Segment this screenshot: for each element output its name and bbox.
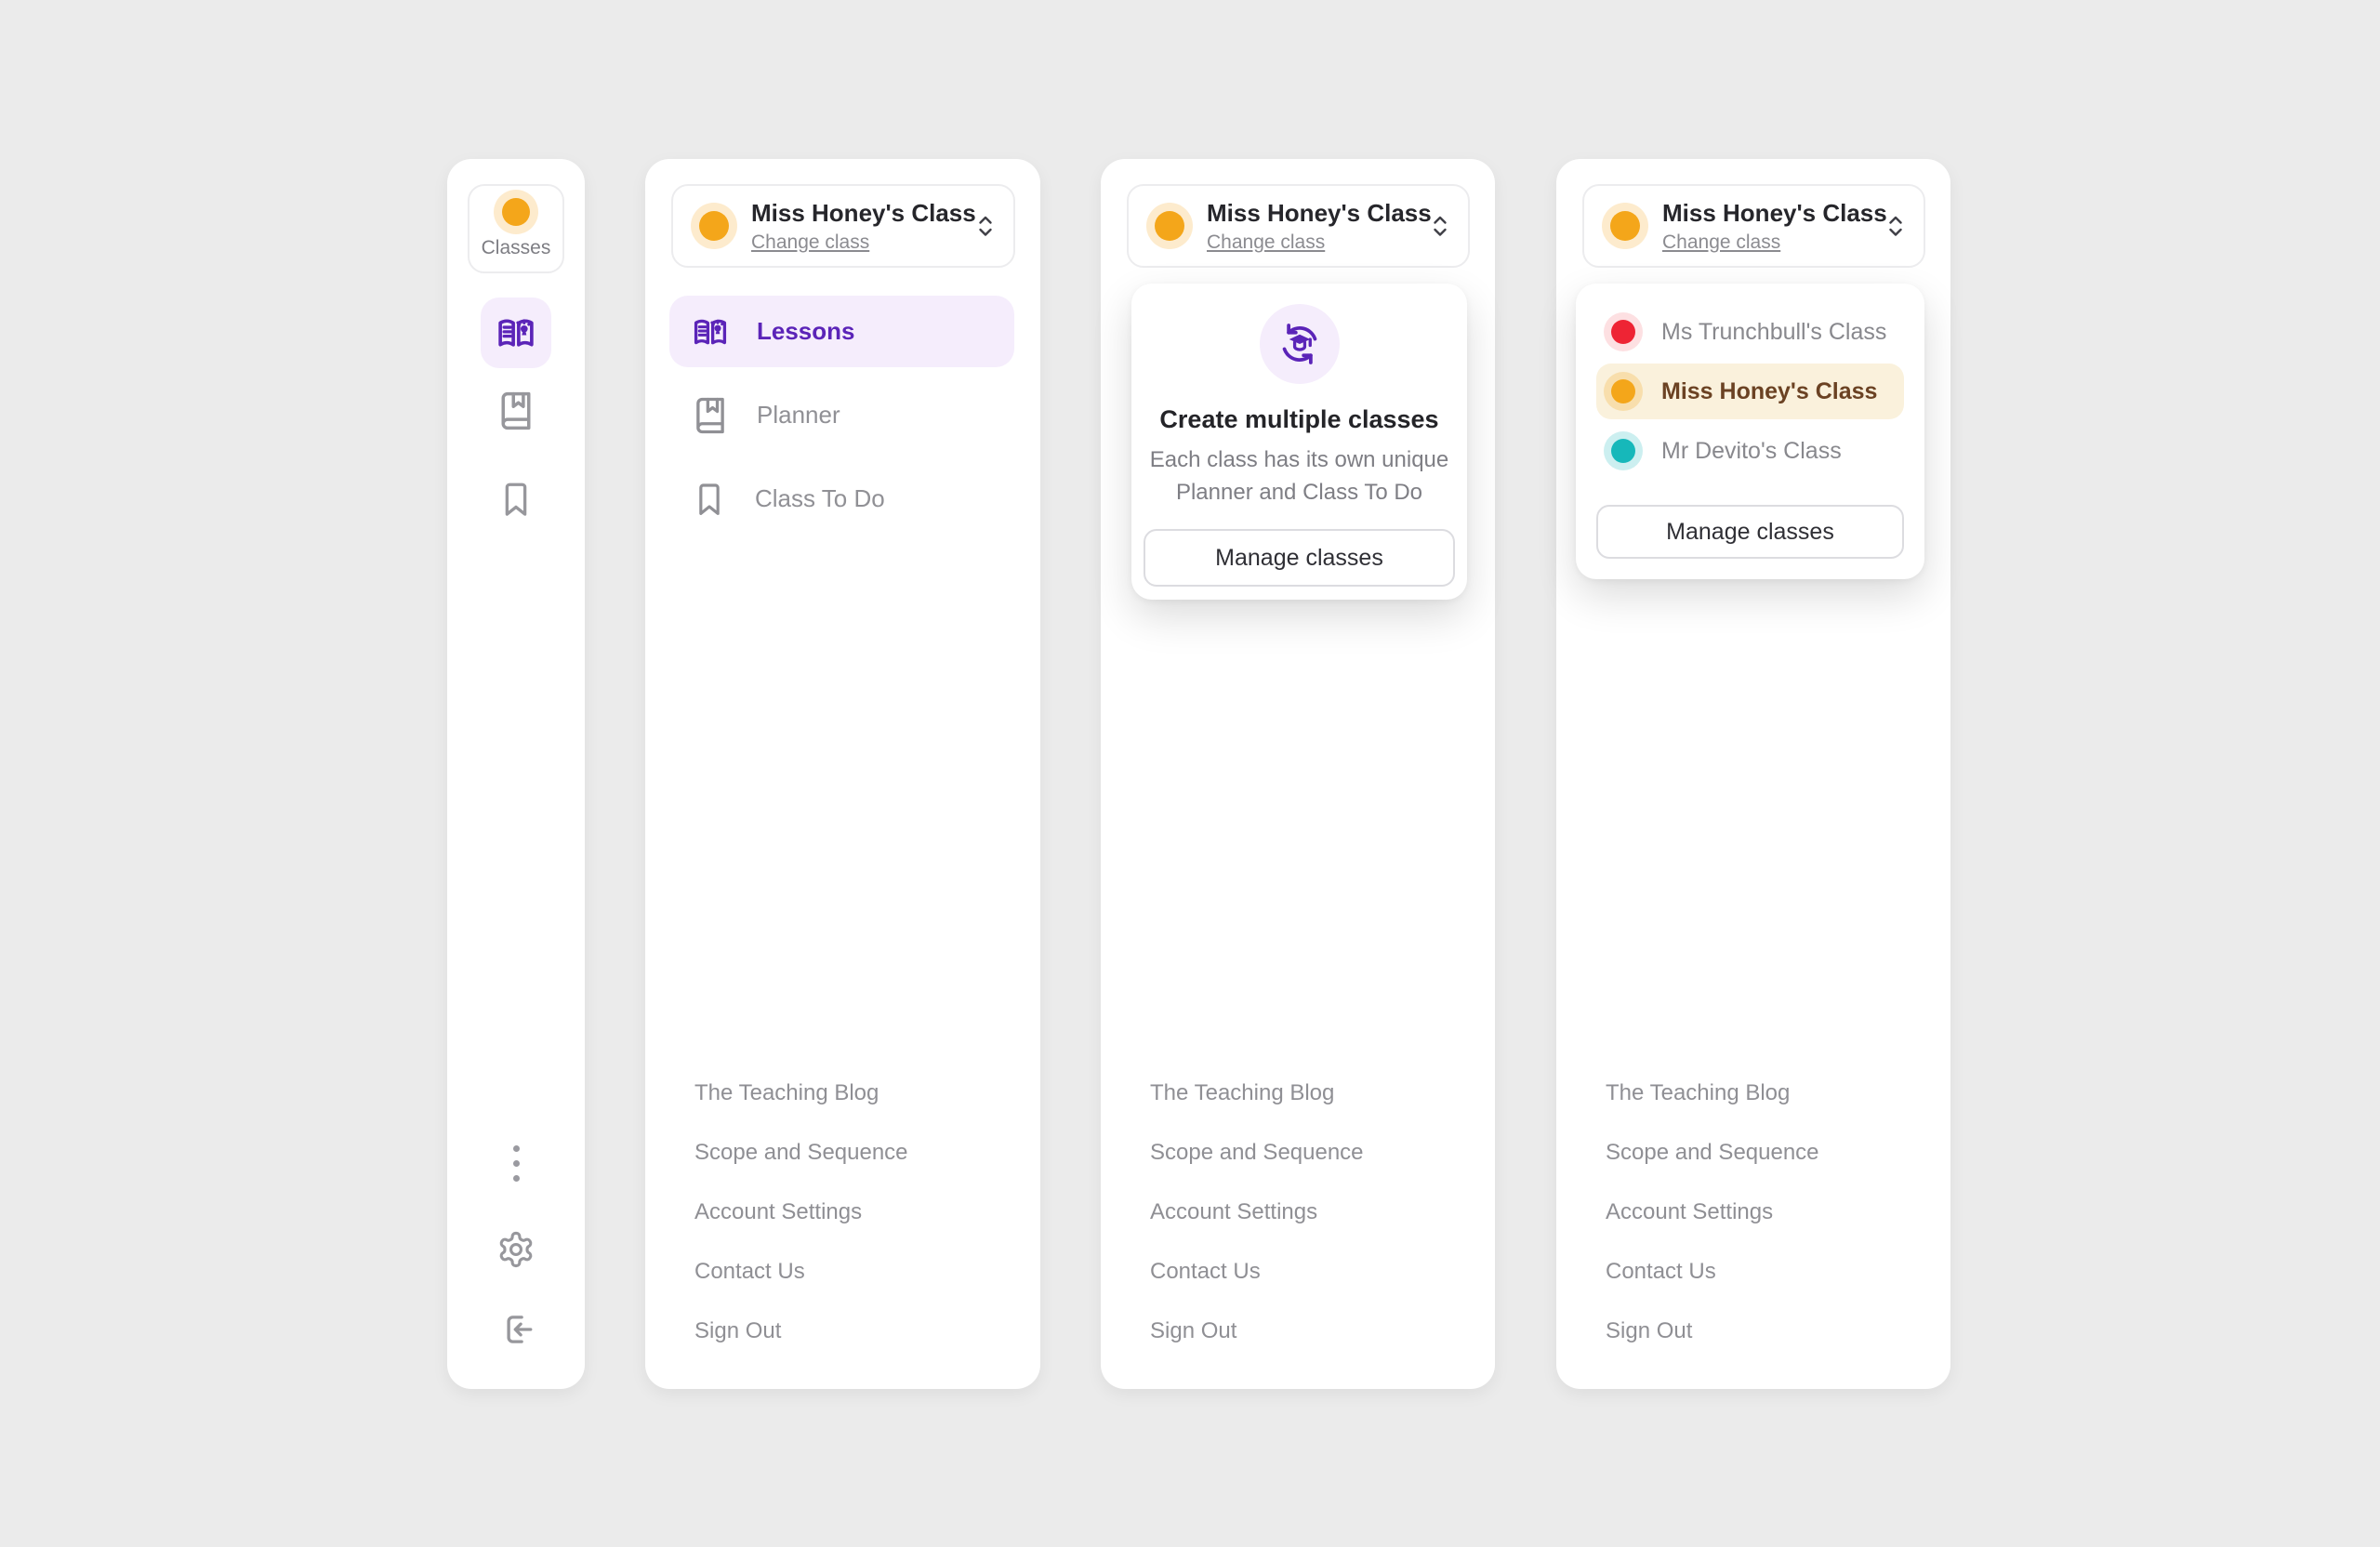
rail-item-class-todo[interactable] [481, 473, 551, 525]
rail-bottom-actions [447, 1141, 585, 1352]
class-switcher[interactable]: Miss Honey's Class Change class [1582, 184, 1925, 268]
link-scope-sequence[interactable]: Scope and Sequence [1150, 1140, 1364, 1165]
popover-body: Each class has its own unique Planner an… [1144, 443, 1455, 509]
planner-icon [501, 391, 531, 430]
link-sign-out[interactable]: Sign Out [694, 1318, 782, 1343]
current-class-name: Miss Honey's Class [751, 198, 976, 227]
class-dropdown: Ms Trunchbull's Class Miss Honey's Class… [1576, 284, 1924, 579]
nav-item-planner[interactable]: Planner [669, 379, 1014, 451]
class-option-devito[interactable]: Mr Devito's Class [1596, 423, 1904, 479]
nav-item-label: Class To Do [755, 484, 885, 512]
class-option-honey-selected[interactable]: Miss Honey's Class [1596, 364, 1904, 419]
link-scope-sequence[interactable]: Scope and Sequence [694, 1140, 908, 1165]
kebab-icon [512, 1144, 520, 1182]
chevron-updown-icon [1433, 216, 1448, 237]
link-contact-us[interactable]: Contact Us [1606, 1259, 1716, 1284]
link-teaching-blog[interactable]: The Teaching Blog [1150, 1080, 1335, 1105]
rail-item-planner[interactable] [481, 385, 551, 437]
manage-classes-button[interactable]: Manage classes [1596, 505, 1904, 559]
class-todo-icon [505, 483, 527, 516]
footer-links: The Teaching Blog Scope and Sequence Acc… [1150, 1064, 1364, 1361]
classes-button[interactable]: Classes [468, 184, 564, 273]
class-color-dot [1146, 203, 1193, 249]
class-option-label: Ms Trunchbull's Class [1661, 318, 1887, 345]
lessons-icon [498, 319, 534, 347]
class-todo-icon [699, 483, 720, 515]
link-account-settings[interactable]: Account Settings [1606, 1199, 1774, 1224]
graduation-cap-sync-icon [1282, 324, 1316, 364]
popover-title: Create multiple classes [1159, 405, 1439, 433]
link-account-settings[interactable]: Account Settings [1150, 1199, 1318, 1224]
class-switcher[interactable]: Miss Honey's Class Change class [1127, 184, 1470, 268]
class-option-label: Mr Devito's Class [1661, 437, 1842, 464]
class-color-dot [1604, 431, 1643, 470]
class-color-dot [691, 203, 737, 249]
current-class-name: Miss Honey's Class [1207, 198, 1432, 227]
chevron-updown-icon [1888, 216, 1903, 237]
link-account-settings[interactable]: Account Settings [694, 1199, 863, 1224]
change-class-link[interactable]: Change class [1207, 231, 1326, 253]
class-option-trunchbull[interactable]: Ms Trunchbull's Class [1596, 304, 1904, 360]
link-scope-sequence[interactable]: Scope and Sequence [1606, 1140, 1819, 1165]
link-sign-out[interactable]: Sign Out [1606, 1318, 1693, 1343]
main-nav: Lessons Planner Class To Do [669, 296, 1014, 535]
footer-links: The Teaching Blog Scope and Sequence Acc… [694, 1064, 908, 1361]
class-color-dot [1604, 372, 1643, 411]
footer-links: The Teaching Blog Scope and Sequence Acc… [1606, 1064, 1819, 1361]
nav-item-label: Lessons [757, 317, 855, 345]
lessons-icon [694, 318, 727, 344]
settings-button[interactable] [494, 1227, 538, 1272]
current-class-name: Miss Honey's Class [1662, 198, 1887, 227]
popover-icon-circle [1259, 304, 1340, 384]
classes-button-label: Classes [481, 237, 551, 258]
sidebar-expanded: Miss Honey's Class Change class Lessons … [645, 159, 1040, 1389]
change-class-link[interactable]: Change class [1662, 231, 1781, 253]
popover-body-line1: Each class has its own unique [1149, 447, 1449, 472]
sign-out-icon [507, 1316, 533, 1343]
link-contact-us[interactable]: Contact Us [1150, 1259, 1261, 1284]
planner-icon [696, 397, 724, 433]
link-teaching-blog[interactable]: The Teaching Blog [1606, 1080, 1791, 1105]
sign-out-button[interactable] [494, 1307, 538, 1352]
link-contact-us[interactable]: Contact Us [694, 1259, 805, 1284]
class-color-dot [494, 190, 538, 234]
sidebar-collapsed: Classes [447, 159, 585, 1389]
rail-item-lessons[interactable] [481, 298, 551, 368]
manage-classes-button[interactable]: Manage classes [1144, 529, 1455, 587]
chevron-updown-icon [978, 216, 993, 237]
gear-icon [499, 1231, 533, 1268]
class-color-dot [1602, 203, 1648, 249]
link-sign-out[interactable]: Sign Out [1150, 1318, 1237, 1343]
class-color-dot [1604, 312, 1643, 351]
link-teaching-blog[interactable]: The Teaching Blog [694, 1080, 879, 1105]
class-option-label: Miss Honey's Class [1661, 377, 1878, 404]
sidebar-with-dropdown: Miss Honey's Class Change class Ms Trunc… [1556, 159, 1950, 1389]
nav-item-label: Planner [757, 401, 840, 429]
nav-item-class-todo[interactable]: Class To Do [669, 463, 1014, 535]
create-classes-popover: Create multiple classes Each class has i… [1131, 284, 1467, 600]
nav-item-lessons[interactable]: Lessons [669, 296, 1014, 367]
more-menu-button[interactable] [494, 1141, 538, 1185]
popover-body-line2: Planner and Class To Do [1175, 480, 1423, 505]
change-class-link[interactable]: Change class [751, 231, 870, 253]
sidebar-with-popover: Miss Honey's Class Change class Create m… [1101, 159, 1495, 1389]
class-switcher[interactable]: Miss Honey's Class Change class [671, 184, 1015, 268]
